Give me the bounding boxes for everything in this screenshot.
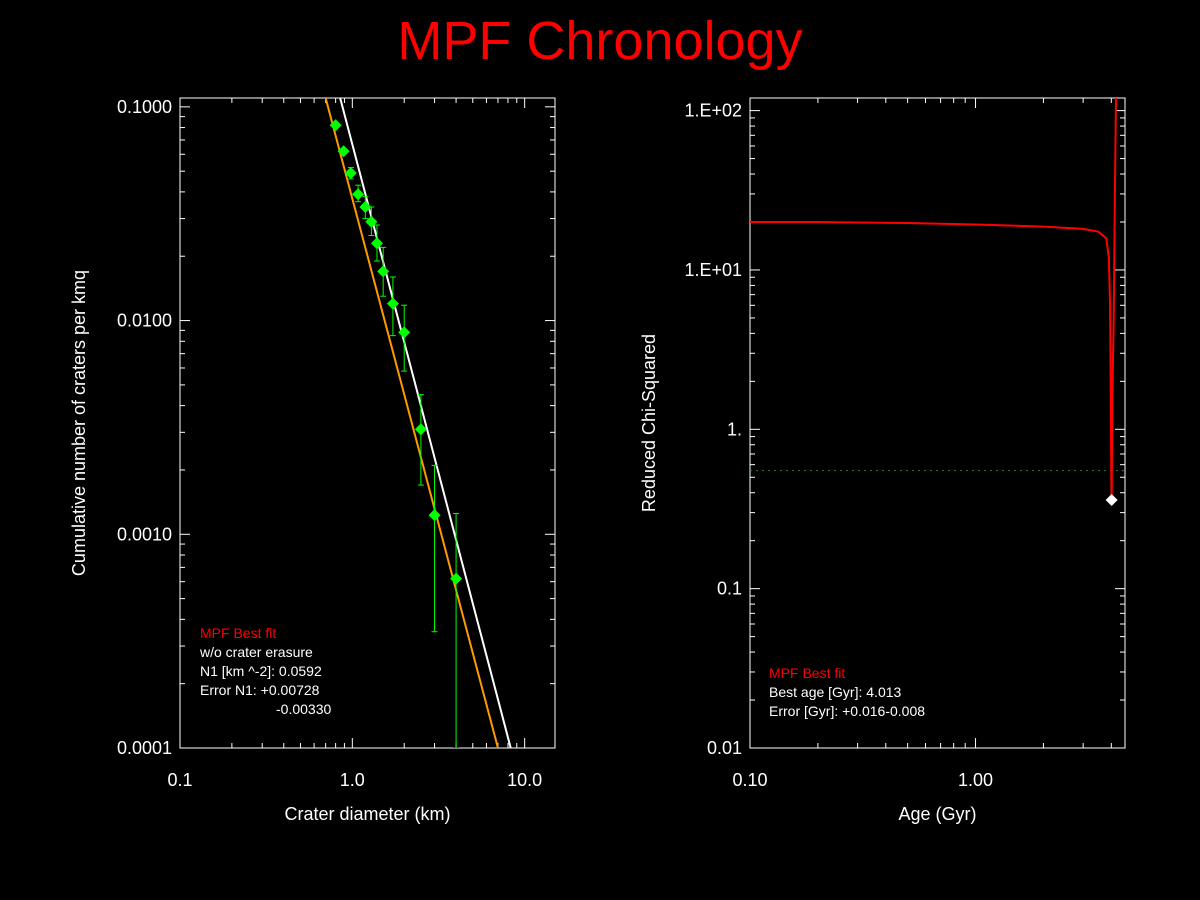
data-point [337,145,350,158]
fit-line-orange [324,98,499,748]
plot-area [750,98,1125,507]
legend-heading: MPF Best fit [200,625,276,641]
legend-line: w/o crater erasure [199,644,313,660]
legend-heading: MPF Best fit [769,665,845,681]
y-tick-label: 0.01 [707,738,742,758]
plot-frame [749,97,1126,749]
y-tick-label: 0.0001 [117,738,172,758]
plot-area [324,98,512,748]
x-tick-label: 1.0 [340,770,365,790]
y-axis-label: Cumulative number of craters per kmq [69,270,89,576]
chart-title: MPF Chronology [397,11,803,71]
data-point [450,572,463,585]
legend-line: -0.00330 [276,701,331,717]
data-point [428,509,441,522]
best-fit-point [1105,494,1118,507]
x-tick-label: 1.00 [958,770,993,790]
y-tick-label: 1.E+01 [684,260,742,280]
x-tick-label: 10.0 [507,770,542,790]
x-tick-label: 0.10 [732,770,767,790]
data-point [344,167,357,180]
data-point [377,265,390,278]
data-point [329,119,342,132]
y-tick-label: 1. [727,419,742,439]
y-axis-label: Reduced Chi-Squared [639,334,659,512]
x-axis-label: Crater diameter (km) [284,804,450,824]
legend-line: N1 [km ^-2]: 0.0592 [200,663,322,679]
legend-line: Error N1: +0.00728 [200,682,320,698]
y-tick-label: 0.0010 [117,524,172,544]
legend-line: Error [Gyr]: +0.016-0.008 [769,703,925,719]
y-tick-label: 0.0100 [117,311,172,331]
y-tick-label: 0.1000 [117,97,172,117]
plot-frame [179,97,556,749]
x-tick-label: 0.1 [167,770,192,790]
data-point [398,326,411,339]
legend-line: Best age [Gyr]: 4.013 [769,684,902,700]
x-axis-label: Age (Gyr) [898,804,976,824]
y-tick-label: 1.E+02 [684,101,742,121]
data-point [352,188,365,201]
data-point [386,297,399,310]
y-tick-label: 0.1 [717,579,742,599]
data-point [370,237,383,250]
chi-squared-curve [750,98,1117,501]
data-point [359,200,372,213]
data-point [414,423,427,436]
